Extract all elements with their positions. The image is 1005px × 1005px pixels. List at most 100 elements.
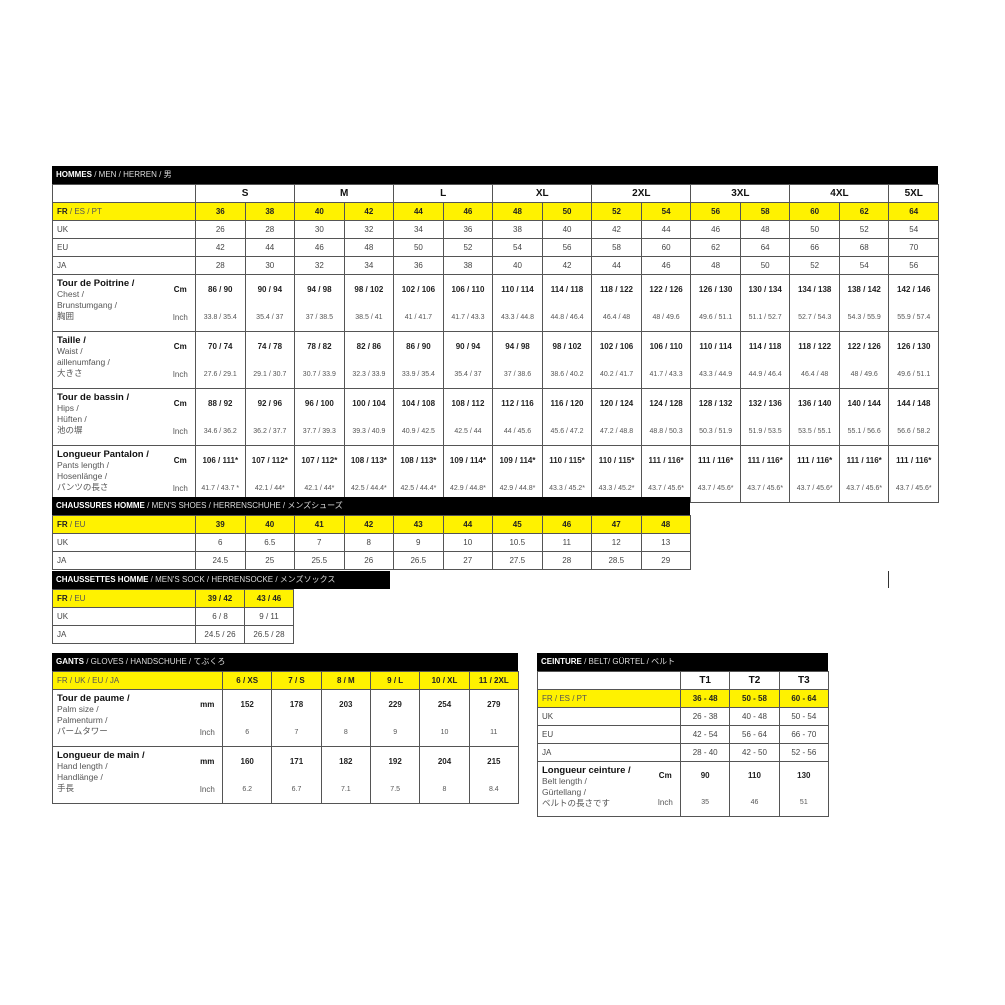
size-cell: 30 xyxy=(244,256,296,275)
size-cell: 26 xyxy=(343,551,394,570)
measurement-cm-cell: 126 / 130 xyxy=(690,274,741,303)
measurement-cm-cell: 108 / 113* xyxy=(343,445,395,474)
unit-cm: mm xyxy=(192,689,224,718)
measurement-cm-cell: 118 / 122 xyxy=(789,331,840,360)
fr-row-label: FR / ES / PT xyxy=(52,202,196,221)
men-title: HOMMES / MEN / HERREN / 男 xyxy=(52,166,938,184)
measurement-inch-cell: 40.2 / 41.7 xyxy=(591,360,642,389)
fr-size-cell: 46 xyxy=(442,202,494,221)
fr-size-cell: 50 - 58 xyxy=(729,689,780,708)
size-label-s: S xyxy=(194,184,296,203)
fr-row-label: FR / ES / PT xyxy=(537,689,681,708)
measurement-inch-cell: 53.5 / 55.1 xyxy=(789,417,840,446)
measurement-cm-cell: 132 / 136 xyxy=(739,388,791,417)
table-row-ja: JA 24.5 25 25.5 26 26.5 27 27.5 28 28.5 29 xyxy=(52,551,691,570)
measurement-cm-cell: 152 xyxy=(222,689,273,718)
fr-size-cell: 11 / 2XL xyxy=(468,671,519,690)
size-cell: 66 xyxy=(789,238,840,257)
fr-size-cell: 48 xyxy=(640,515,691,534)
fr-size-cell: 54 xyxy=(640,202,692,221)
size-cell: 27.5 xyxy=(492,551,543,570)
measurement-cm-cell: 110 xyxy=(729,761,780,789)
fr-size-cell: 40 xyxy=(294,202,345,221)
row-label: UK xyxy=(537,707,681,726)
measurement-inch-cell: 37.7 / 39.3 xyxy=(294,417,345,446)
measurement-row-inch: Inch 35 46 51 xyxy=(538,789,829,817)
table-row-ja: JA 28 - 40 42 - 50 52 - 56 xyxy=(537,743,829,762)
size-cell: 9 xyxy=(393,533,444,552)
fr-size-cell: 47 xyxy=(591,515,642,534)
fr-size-cell: 38 xyxy=(244,202,296,221)
fr-label-rest: / EU xyxy=(67,520,86,529)
measurement-cm-cell: 104 / 108 xyxy=(393,388,444,417)
measurement-cm-cell: 124 / 128 xyxy=(640,388,692,417)
row-label: JA xyxy=(52,551,196,570)
measurement-inch-cell: 10 xyxy=(419,718,470,747)
measurement-cm-cell: 111 / 116* xyxy=(888,445,939,474)
fr-size-cell: 46 xyxy=(541,515,592,534)
fr-size-cell: 36 xyxy=(195,202,246,221)
men-size-row: S M L XL 2XL 3XL 4XL 5XL xyxy=(52,184,939,203)
measurement-cm-cell: 112 / 116 xyxy=(492,388,543,417)
measurement-row-inch: Inch 6 7 8 9 10 11 xyxy=(53,718,519,747)
measurement-label-line: Waist / xyxy=(57,346,83,356)
measurement-inch-cell: 43.7 / 45.6* xyxy=(690,474,741,503)
measurement-label: Taille / Waist / aillenumfang / 大きさ xyxy=(52,331,166,389)
shoes-title-main: CHAUSSURES HOMME xyxy=(56,501,145,510)
fr-size-cell: 42 xyxy=(343,515,394,534)
size-cell: 38 xyxy=(442,256,494,275)
shoes-title: CHAUSSURES HOMME / MEN'S SHOES / HERRENS… xyxy=(52,497,690,515)
measurement-cm-cell: 114 / 118 xyxy=(541,274,593,303)
size-cell: 58 xyxy=(591,238,642,257)
measurement-label-line: Hips / xyxy=(57,403,79,413)
belt-table: T1 T2 T3 FR / ES / PT 36 - 48 50 - 58 60 - 64 U… xyxy=(537,671,829,817)
size-label-l: L xyxy=(393,184,494,203)
measurement-cm-cell: 111 / 116* xyxy=(640,445,692,474)
unit-inch: Inch xyxy=(192,718,224,747)
measurement-inch-cell: 8 xyxy=(419,775,470,804)
measurement-inch-cell: 38.5 / 41 xyxy=(343,303,395,332)
fr-label-rest: FR / ES / PT xyxy=(542,694,587,703)
measurement-label: Tour de bassin / Hips / Hüften / 池の塀 xyxy=(52,388,166,446)
measurement-inch-cell: 37 / 38.6 xyxy=(492,360,543,389)
empty-cell xyxy=(537,671,681,690)
measurement-cm-cell: 109 / 114* xyxy=(492,445,543,474)
measurement-inch-cell: 48 / 49.6 xyxy=(640,303,692,332)
size-cell: 28.5 xyxy=(591,551,642,570)
measurement-inch-cell: 55.9 / 57.4 xyxy=(888,303,939,332)
measurement-cm-cell: 130 / 134 xyxy=(739,274,791,303)
measurement-label-line: Hand length / xyxy=(57,761,108,771)
measurement-inch-cell: 35 xyxy=(679,789,731,817)
fr-size-cell: 60 xyxy=(789,202,840,221)
size-label-4xl: 4XL xyxy=(789,184,890,203)
measurement-cm-cell: 111 / 116* xyxy=(739,445,791,474)
fr-size-cell: 6 / XS xyxy=(222,671,273,690)
size-cell: 38 xyxy=(492,220,543,239)
size-cell: 12 xyxy=(591,533,642,552)
fr-size-cell: 39 / 42 xyxy=(195,589,245,608)
measurement-inch-cell: 34.6 / 36.2 xyxy=(195,417,246,446)
measurement-row-inch: Inch 34.6 / 36.2 36.2 / 37.7 37.7 / 39.3 39.… xyxy=(53,417,939,446)
size-cell: 52 xyxy=(838,220,890,239)
fr-label-rest: / EU xyxy=(67,594,86,603)
measurement-label-line: aillenumfang / xyxy=(57,357,110,367)
measurement-label-line: Handlänge / xyxy=(57,772,103,782)
measurement-label-line: Brunstumgang / xyxy=(57,300,118,310)
unit-inch: Inch xyxy=(650,789,681,817)
size-cell: 26 - 38 xyxy=(679,707,731,726)
measurement-label: Longueur Pantalon / Pants length / Hosenlä… xyxy=(52,445,166,503)
size-cell: 34 xyxy=(343,256,395,275)
measurement-cm-cell: 98 / 102 xyxy=(343,274,395,303)
gloves-title: GANTS / GLOVES / HANDSCHUHE / てぶくろ xyxy=(52,653,518,671)
measurement-label-line: Chest / xyxy=(57,289,84,299)
measurement-cm-cell: 178 xyxy=(271,689,322,718)
measurement-cm-cell: 106 / 111* xyxy=(195,445,246,474)
measurement-inch-cell: 48.8 / 50.3 xyxy=(640,417,692,446)
measurement-cm-cell: 108 / 113* xyxy=(393,445,444,474)
unit-cm: Cm xyxy=(650,761,681,789)
shoes-size-chart: CHAUSSURES HOMME / MEN'S SHOES / HERRENS… xyxy=(52,497,691,570)
size-cell: 48 xyxy=(739,220,791,239)
